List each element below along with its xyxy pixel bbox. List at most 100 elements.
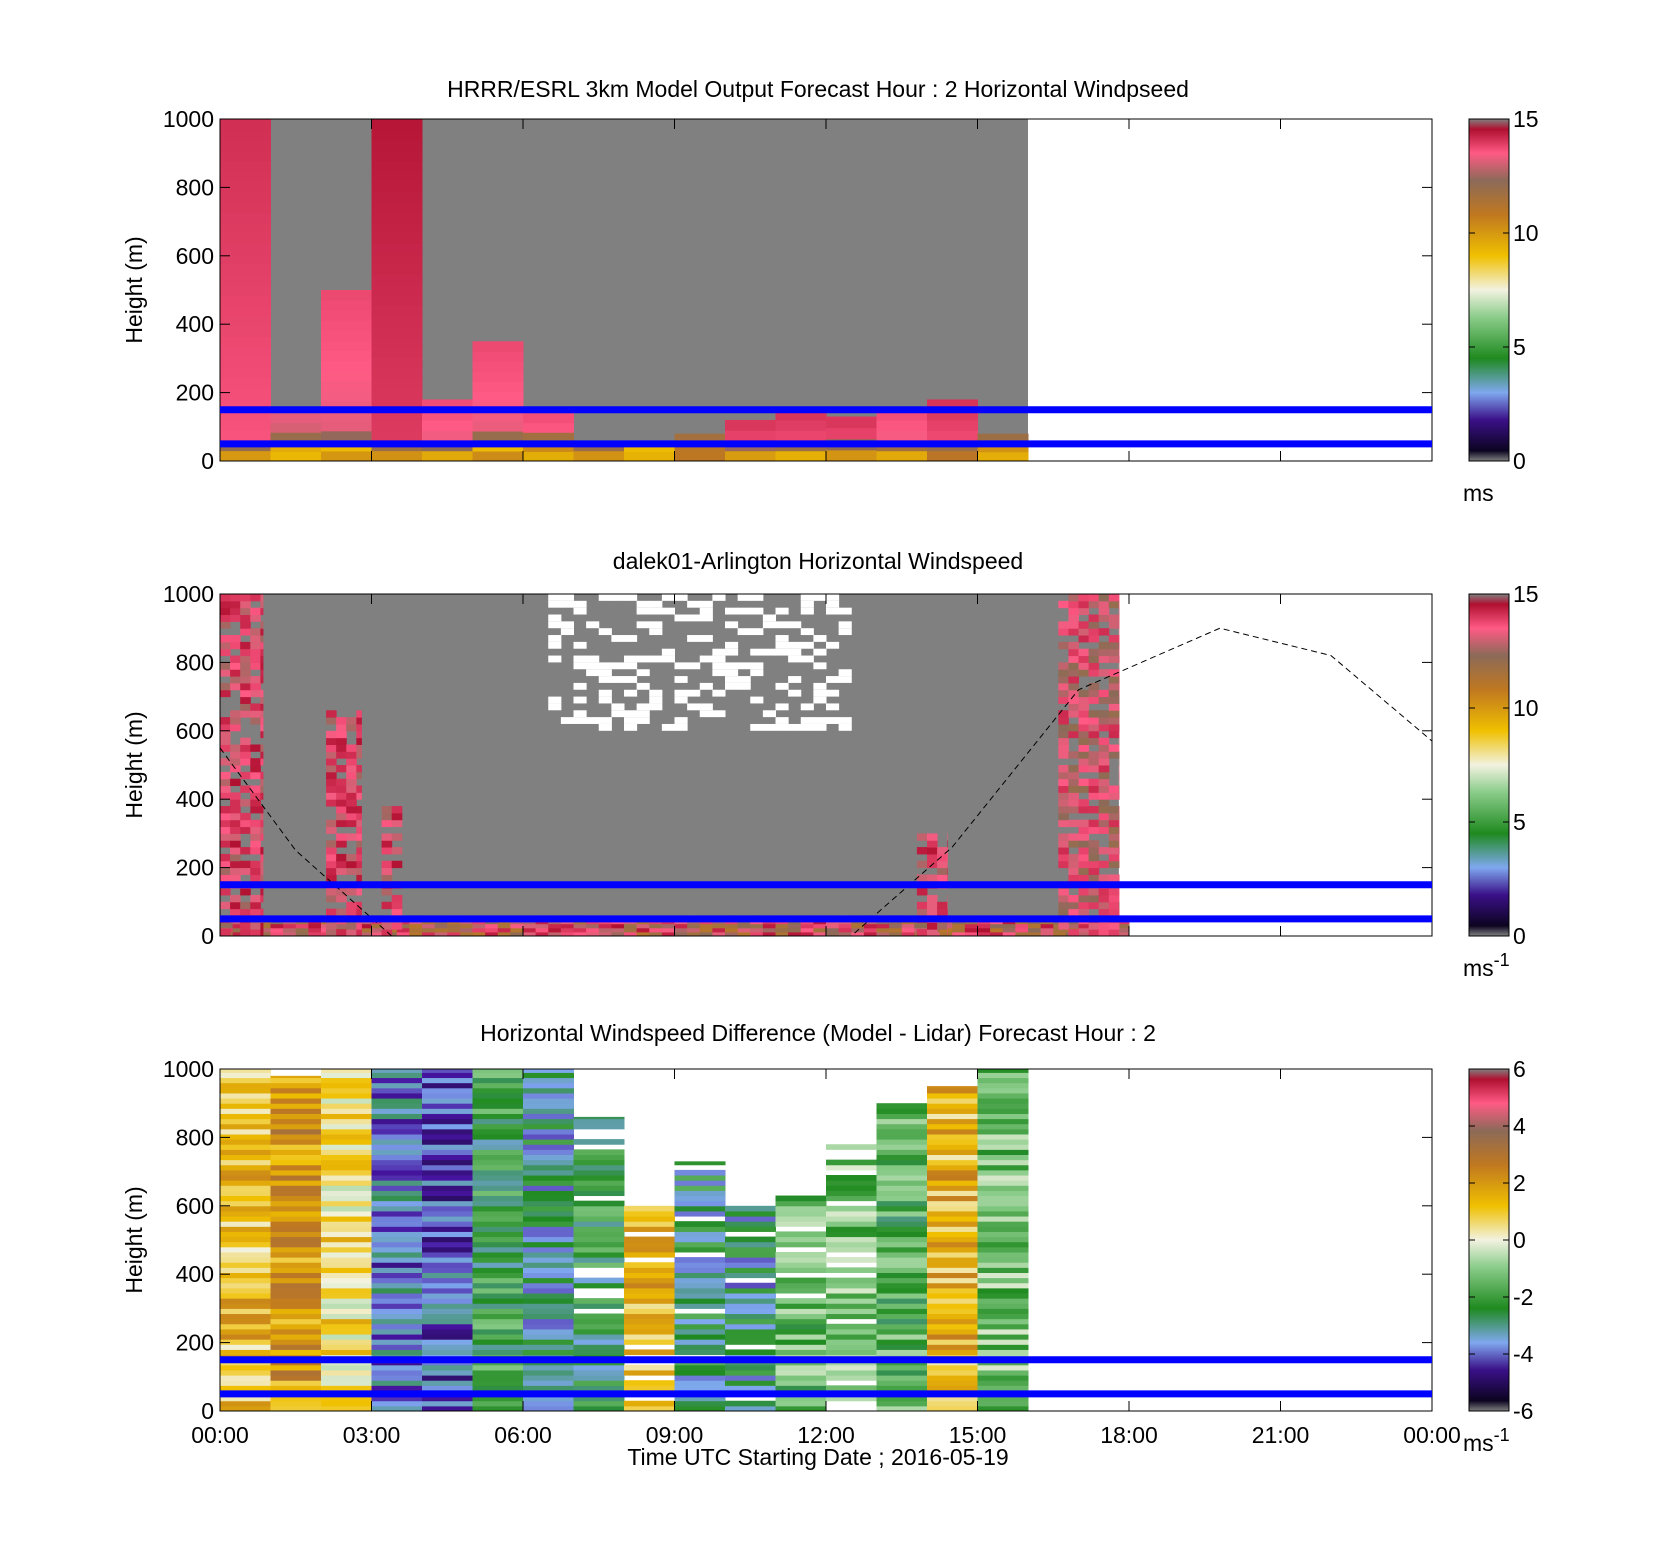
difference-cell [321,1298,372,1304]
lidar-cell [762,927,776,933]
lidar-cell [220,730,231,739]
difference-cell [220,1236,271,1243]
lidar-cell [725,931,739,937]
difference-cell [371,1123,423,1130]
lidar-cell [260,758,264,766]
difference-cell [270,1216,322,1222]
lidar-nodata-cell [674,594,688,601]
difference-cell [775,1323,827,1330]
lidar-cell [1098,799,1110,807]
difference-cell [270,1349,322,1356]
model-cell [321,380,372,392]
lidar-cell [1058,785,1069,793]
model-cell [523,422,574,433]
lidar-cell [346,771,357,780]
difference-cell [826,1164,877,1171]
difference-cell [422,1133,473,1140]
lidar-cell [1088,806,1100,814]
lidar-cell [356,929,362,937]
lidar-nodata-cell [800,703,814,711]
lidar-cell [927,874,938,882]
difference-cell [977,1103,1029,1109]
lidar-cell [863,923,877,929]
lidar-nodata-cell [699,682,713,690]
lidar-cell [356,922,362,930]
difference-cell [927,1251,978,1258]
lidar-cell [927,853,938,862]
difference-cell [876,1375,928,1381]
difference-cell [725,1385,776,1391]
model-cell [220,181,271,193]
lidar-cell [346,765,357,773]
lidar-cell [548,923,562,929]
lidar-cell [1098,758,1110,766]
lidar-cell [336,853,347,862]
x-tick-label: 00:00 [191,1422,249,1448]
difference-cell [371,1195,423,1202]
model-cell [472,391,524,402]
lidar-cell [1088,901,1100,910]
difference-cell [270,1092,322,1099]
lidar-cell [1108,853,1120,862]
lidar-nodata-cell [737,682,751,690]
lidar-cell [326,840,337,848]
difference-cell [321,1072,372,1079]
lidar-cell [1098,894,1110,903]
difference-cell [674,1369,726,1376]
lidar-cell [371,927,385,933]
lidar-cell [250,847,261,855]
lidar-cell [1118,751,1120,759]
difference-cell [321,1405,372,1412]
lidar-cell [1058,676,1069,684]
model-cell [927,409,978,421]
colorbar-tick-label: 5 [1513,334,1526,360]
lidar-nodata-cell [800,628,814,636]
difference-cell [725,1241,776,1248]
lidar-cell [1118,778,1120,787]
lidar-cell [220,682,231,691]
lidar-nodata-cell [636,655,650,663]
lidar-cell [1078,819,1090,828]
lidar-cell [1098,744,1110,752]
lidar-nodata-cell [560,621,574,629]
lidar-nodata-cell [636,717,650,724]
lidar-cell [1098,669,1110,677]
difference-cell [826,1298,877,1304]
difference-cell [472,1272,524,1279]
difference-cell [472,1149,524,1155]
lidar-cell [1118,710,1120,718]
lidar-cell [1078,765,1090,773]
lidar-cell [356,867,362,875]
lidar-cell [260,771,264,780]
lidar-cell [1118,847,1120,855]
difference-cell [472,1385,524,1391]
difference-cell [674,1298,726,1304]
difference-cell [876,1241,928,1248]
difference-cell [270,1123,322,1130]
difference-cell [523,1298,574,1304]
difference-cell [876,1298,928,1304]
difference-cell [977,1303,1029,1309]
lidar-cell [1058,662,1069,670]
difference-cell [977,1128,1029,1135]
difference-cell [977,1339,1029,1345]
difference-cell [472,1344,524,1350]
lidar-cell [1108,888,1120,896]
difference-cell [472,1180,524,1186]
difference-cell [371,1118,423,1125]
difference-cell [573,1339,625,1345]
difference-cell [927,1205,978,1212]
difference-cell [876,1190,928,1197]
difference-cell [573,1226,625,1232]
difference-cell [422,1175,473,1181]
difference-cell [725,1267,776,1273]
lidar-cell [1088,628,1100,636]
difference-cell [725,1400,776,1407]
lidar-cell [937,908,948,916]
difference-cell [422,1298,473,1304]
difference-cell [422,1077,473,1084]
lidar-cell [260,689,264,698]
difference-cell [371,1210,423,1217]
lidar-nodata-cell [750,594,764,601]
